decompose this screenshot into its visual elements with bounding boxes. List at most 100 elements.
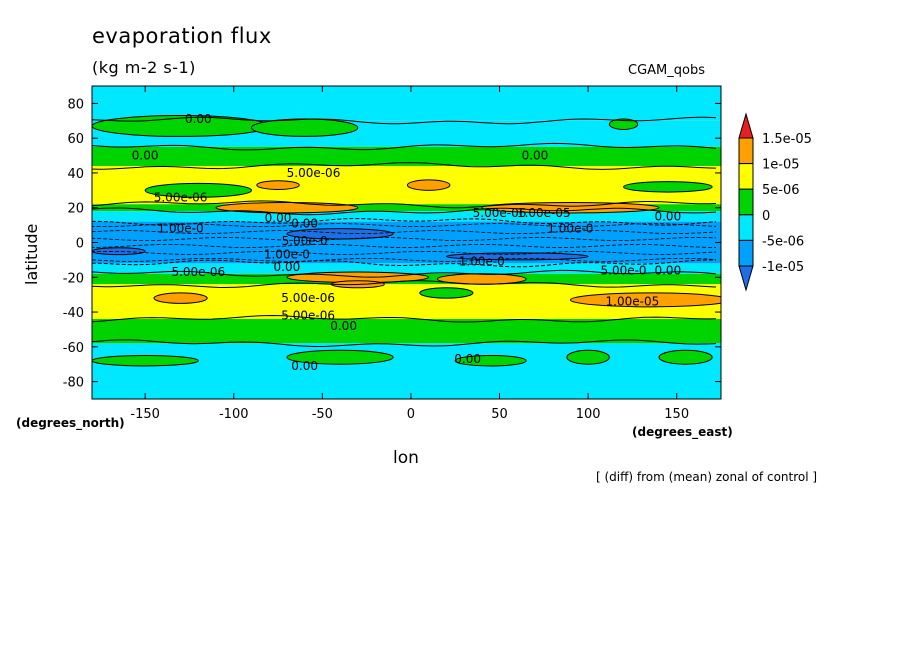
x-tick-label: -150 — [130, 407, 160, 422]
zonal-band — [92, 146, 721, 166]
zonal-band — [92, 343, 721, 399]
contour-patch — [658, 349, 713, 365]
colorbar-label: 5e-06 — [762, 183, 800, 198]
colorbar-box — [738, 188, 754, 216]
contour-patch — [286, 349, 394, 365]
contour-label: 0.00 — [291, 359, 318, 373]
contour-line — [92, 269, 717, 278]
contour-line — [92, 314, 717, 323]
contour-patch — [481, 202, 660, 214]
contour-label: 5.00e-06 — [281, 309, 335, 323]
contour-label: 5.00e-06 — [171, 265, 225, 279]
contour-label: 5.00e-06 — [154, 190, 208, 204]
x-units-label: (degrees_east) — [632, 425, 733, 439]
contour-label: 0.00 — [330, 319, 357, 333]
contour-line — [92, 142, 717, 151]
zonal-band — [92, 211, 721, 222]
y-tick-label: -60 — [63, 341, 84, 356]
contour-patch — [406, 179, 451, 191]
zonal-band — [92, 319, 721, 344]
y-tick-label: 0 — [76, 237, 84, 252]
contour-line — [92, 280, 717, 289]
contour-line — [92, 259, 716, 268]
contour-line — [92, 207, 717, 216]
contour-label: 5.00e-0 — [282, 234, 328, 248]
colorbar-box — [738, 239, 754, 267]
contour-line — [92, 200, 717, 209]
contour-line — [92, 339, 717, 347]
x-tick-label: 0 — [407, 407, 415, 422]
chart-units: (kg m-2 s-1) — [92, 58, 196, 77]
contour-label: 5.00e-06 — [281, 291, 335, 305]
contour-label: 5.00e-06 — [473, 206, 527, 220]
x-tick-label: 100 — [576, 407, 601, 422]
contour-label: 0.00 — [132, 149, 159, 163]
contour-label: 0.00 — [274, 260, 301, 274]
contour-patch — [153, 292, 208, 304]
x-axis-label: lon — [393, 448, 419, 468]
contour-label: 0.00 — [265, 211, 292, 225]
contour-label: 1.00e-0 — [547, 222, 593, 236]
y-tick-label: -40 — [63, 306, 84, 321]
x-tick-label: -100 — [219, 407, 249, 422]
contour-patch — [445, 252, 589, 261]
contour-patch — [144, 182, 252, 198]
negative-contour-line — [92, 258, 717, 262]
zonal-band — [92, 263, 721, 274]
contour-label: 1.00e-05 — [517, 206, 571, 220]
contour-label: 1.00e-05 — [606, 295, 660, 309]
contour-line — [92, 116, 717, 125]
colorbar-box — [738, 163, 754, 190]
contour-label: 0.00 — [654, 263, 681, 277]
chart-title: evaporation flux — [92, 24, 272, 48]
zonal-band — [92, 204, 721, 212]
contour-label: 5.00e-06 — [287, 166, 341, 180]
y-tick-label: 80 — [67, 97, 84, 112]
experiment-label: CGAM_qobs — [628, 63, 705, 78]
y-tick-label: -20 — [63, 271, 84, 286]
y-tick-label: 40 — [67, 167, 84, 182]
negative-contour-line — [92, 230, 717, 235]
contour-patch — [566, 349, 610, 365]
contour-patch — [92, 355, 199, 367]
contour-patch — [256, 180, 300, 190]
colorbar-box — [738, 137, 754, 165]
contour-label: 0.00 — [291, 216, 318, 230]
x-tick-label: 50 — [491, 407, 508, 422]
colorbar-label: 0 — [762, 209, 770, 224]
contour-line — [92, 218, 717, 226]
colorbar-label: -1e-05 — [762, 260, 804, 275]
contour-label: 0.00 — [522, 149, 549, 163]
contour-label: 1.00e-0 — [264, 248, 310, 262]
diff-note: [ (diff) from (mean) zonal of control ] — [596, 470, 818, 484]
colorbar-label: -5e-06 — [762, 234, 804, 249]
y-tick-label: -80 — [63, 376, 84, 391]
contour-label: 0.00 — [454, 352, 481, 366]
contour-patch — [419, 287, 474, 299]
contour-patch — [92, 115, 270, 137]
contour-patch — [569, 292, 721, 308]
colorbar-min-triangle — [738, 265, 754, 292]
contour-patch — [608, 118, 639, 130]
zonal-band — [92, 221, 721, 264]
zonal-band — [92, 86, 721, 121]
contour-patch — [454, 355, 527, 367]
colorbar-label: 1e-05 — [762, 158, 800, 173]
colorbar-box — [738, 214, 754, 241]
x-tick-label: 150 — [664, 407, 689, 422]
x-tick-label: -50 — [312, 407, 333, 422]
colorbar-label: 1.5e-05 — [762, 132, 812, 147]
negative-contour-line — [92, 237, 717, 241]
y-tick-label: 20 — [67, 202, 84, 217]
contour-label: 0.00 — [185, 112, 212, 126]
contour-label: 1.00e-0 — [158, 222, 204, 236]
contour-label: 1.00e-0 — [459, 255, 505, 269]
contour-label: 0.00 — [654, 209, 681, 223]
contour-patch — [623, 181, 713, 193]
contour-patch — [250, 118, 359, 137]
contour-label: 5.00e-0 — [601, 263, 647, 277]
y-tick-label: 60 — [67, 132, 84, 147]
contour-line — [92, 162, 717, 170]
colorbar-max-triangle — [738, 112, 754, 139]
